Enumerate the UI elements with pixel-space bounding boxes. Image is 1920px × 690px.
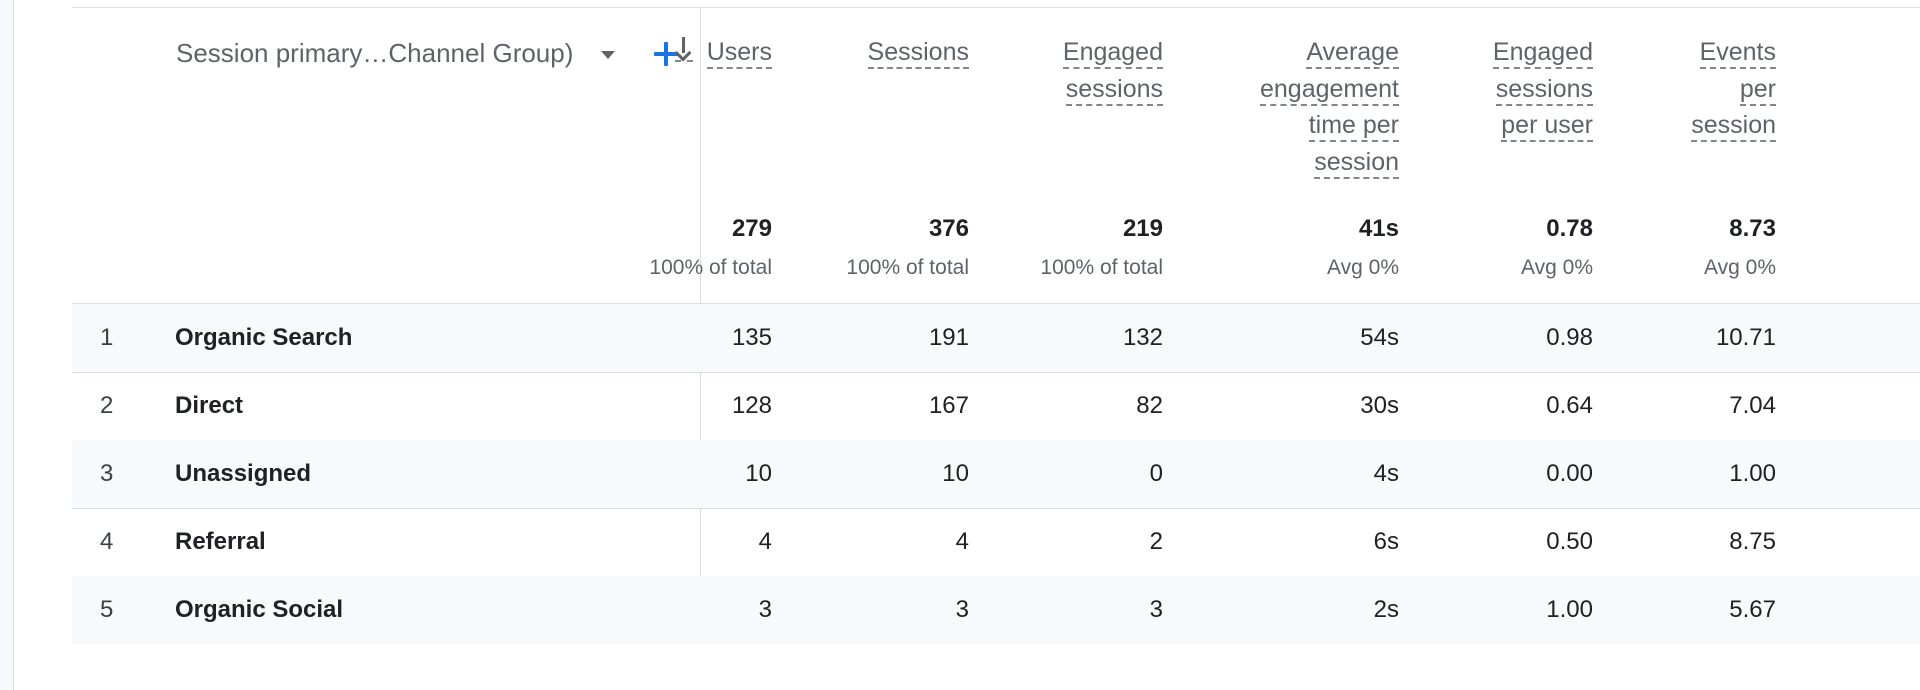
row-dimension-value: Referral: [175, 528, 266, 555]
total-engaged-sessions-per-user: 0.78: [1546, 215, 1593, 242]
total-engaged-sessions: 219: [1122, 215, 1163, 242]
row-dimension-value: Direct: [175, 392, 244, 419]
metric-title-line: sessions: [1065, 74, 1163, 106]
cell-engaged-sessions: 0: [1149, 460, 1163, 487]
cell-avg-engagement-time: 54s: [1360, 324, 1399, 351]
cell-avg-engagement-time: 30s: [1360, 392, 1399, 419]
cell-sessions: 167: [928, 392, 969, 419]
cell-engaged-sessions-per-user: 0.64: [1546, 392, 1593, 419]
total-avg-engagement-time: 41s: [1358, 215, 1399, 242]
cell-engaged-sessions-per-user: 0.50: [1546, 528, 1593, 555]
total-events-per-session-subtext: Avg 0%: [1704, 256, 1776, 279]
cell-engaged-sessions: 132: [1122, 324, 1163, 351]
cell-users: 4: [758, 528, 772, 555]
table-row[interactable]: 1 Organic Search 135 191 132 54s 0.98 10…: [72, 304, 1920, 373]
total-users-subtext: 100% of total: [649, 256, 772, 279]
row-number: 5: [100, 596, 114, 623]
row-number: 2: [100, 392, 114, 419]
dimension-label[interactable]: Session primary…Channel Group): [176, 38, 574, 68]
cell-events-per-session: 5.67: [1729, 596, 1776, 623]
metric-title-line: Average: [1306, 38, 1399, 69]
cell-events-per-session: 7.04: [1729, 392, 1776, 419]
cell-avg-engagement-time: 2s: [1373, 596, 1399, 623]
table-header: Session primary…Channel Group) Users Ses…: [72, 8, 1920, 304]
metric-title-line: per user: [1501, 111, 1593, 142]
cell-engaged-sessions: 3: [1149, 596, 1163, 623]
cell-sessions: 10: [942, 460, 969, 487]
metric-header-sessions[interactable]: Sessions: [867, 34, 969, 71]
metric-header-users[interactable]: Users: [674, 34, 772, 71]
metric-title-line: Engaged: [1062, 38, 1163, 69]
total-avg-engagement-time-subtext: Avg 0%: [1327, 256, 1399, 279]
dropdown-arrow-icon[interactable]: [601, 50, 616, 59]
cell-users: 3: [758, 596, 772, 623]
cell-engaged-sessions-per-user: 0.00: [1546, 460, 1593, 487]
cell-users: 135: [731, 324, 772, 351]
table-row[interactable]: 3 Unassigned 10 10 0 4s 0.00 1.00: [72, 440, 1920, 509]
metric-title-line: session: [1314, 147, 1399, 179]
cell-users: 128: [731, 392, 772, 419]
cell-events-per-session: 1.00: [1729, 460, 1776, 487]
dimension-header: Session primary…Channel Group): [176, 38, 681, 69]
row-dimension-value: Organic Search: [175, 324, 353, 351]
metric-title-line: Events: [1699, 38, 1776, 69]
cell-avg-engagement-time: 6s: [1373, 528, 1399, 555]
left-rail: [0, 0, 14, 690]
metric-title-line: time per: [1308, 111, 1399, 142]
metric-header-engaged-sessions[interactable]: Engaged sessions: [1062, 34, 1163, 107]
cell-engaged-sessions-per-user: 1.00: [1546, 596, 1593, 623]
metric-header-engaged-sessions-per-user[interactable]: Engaged sessions per user: [1492, 34, 1593, 144]
row-number: 4: [100, 528, 114, 555]
cell-sessions: 3: [955, 596, 969, 623]
cell-engaged-sessions-per-user: 0.98: [1546, 324, 1593, 351]
row-dimension-value: Unassigned: [175, 460, 312, 487]
row-number: 3: [100, 460, 114, 487]
cell-engaged-sessions: 82: [1136, 392, 1163, 419]
metric-title-line: session: [1691, 111, 1776, 142]
table-top-border: [72, 7, 1920, 8]
cell-events-per-session: 8.75: [1729, 528, 1776, 555]
metric-header-events-per-session[interactable]: Events per session: [1691, 34, 1776, 144]
metric-header-avg-engagement-time[interactable]: Average engagement time per session: [1259, 34, 1399, 180]
metric-title-line: sessions: [1495, 74, 1593, 106]
table-row[interactable]: 4 Referral 4 4 2 6s 0.50 8.75: [72, 508, 1920, 577]
total-sessions: 376: [928, 215, 969, 242]
row-number: 1: [100, 324, 114, 351]
metric-title-line: engagement: [1259, 74, 1399, 106]
cell-engaged-sessions: 2: [1149, 528, 1163, 555]
cell-avg-engagement-time: 4s: [1373, 460, 1399, 487]
table-row[interactable]: 5 Organic Social 3 3 3 2s 1.00 5.67: [72, 576, 1920, 644]
cell-events-per-session: 10.71: [1715, 324, 1776, 351]
cell-users: 10: [745, 460, 772, 487]
cell-sessions: 191: [928, 324, 969, 351]
row-dimension-value: Organic Social: [175, 596, 344, 623]
add-dimension-icon[interactable]: [651, 39, 681, 69]
cell-sessions: 4: [955, 528, 969, 555]
total-events-per-session: 8.73: [1729, 215, 1776, 242]
table-row[interactable]: 2 Direct 128 167 82 30s 0.64 7.04: [72, 372, 1920, 441]
total-engaged-sessions-per-user-subtext: Avg 0%: [1521, 256, 1593, 279]
sort-descending-icon[interactable]: [674, 37, 693, 62]
metric-title-line: per: [1739, 74, 1776, 106]
metric-title-line: Sessions: [867, 38, 969, 69]
total-sessions-subtext: 100% of total: [846, 256, 969, 279]
total-users: 279: [731, 215, 772, 242]
total-engaged-sessions-subtext: 100% of total: [1040, 256, 1163, 279]
metric-title-line: Engaged: [1492, 38, 1593, 69]
report-table: Session primary…Channel Group) Users Ses…: [72, 0, 1920, 644]
metric-title-line: Users: [706, 38, 772, 69]
